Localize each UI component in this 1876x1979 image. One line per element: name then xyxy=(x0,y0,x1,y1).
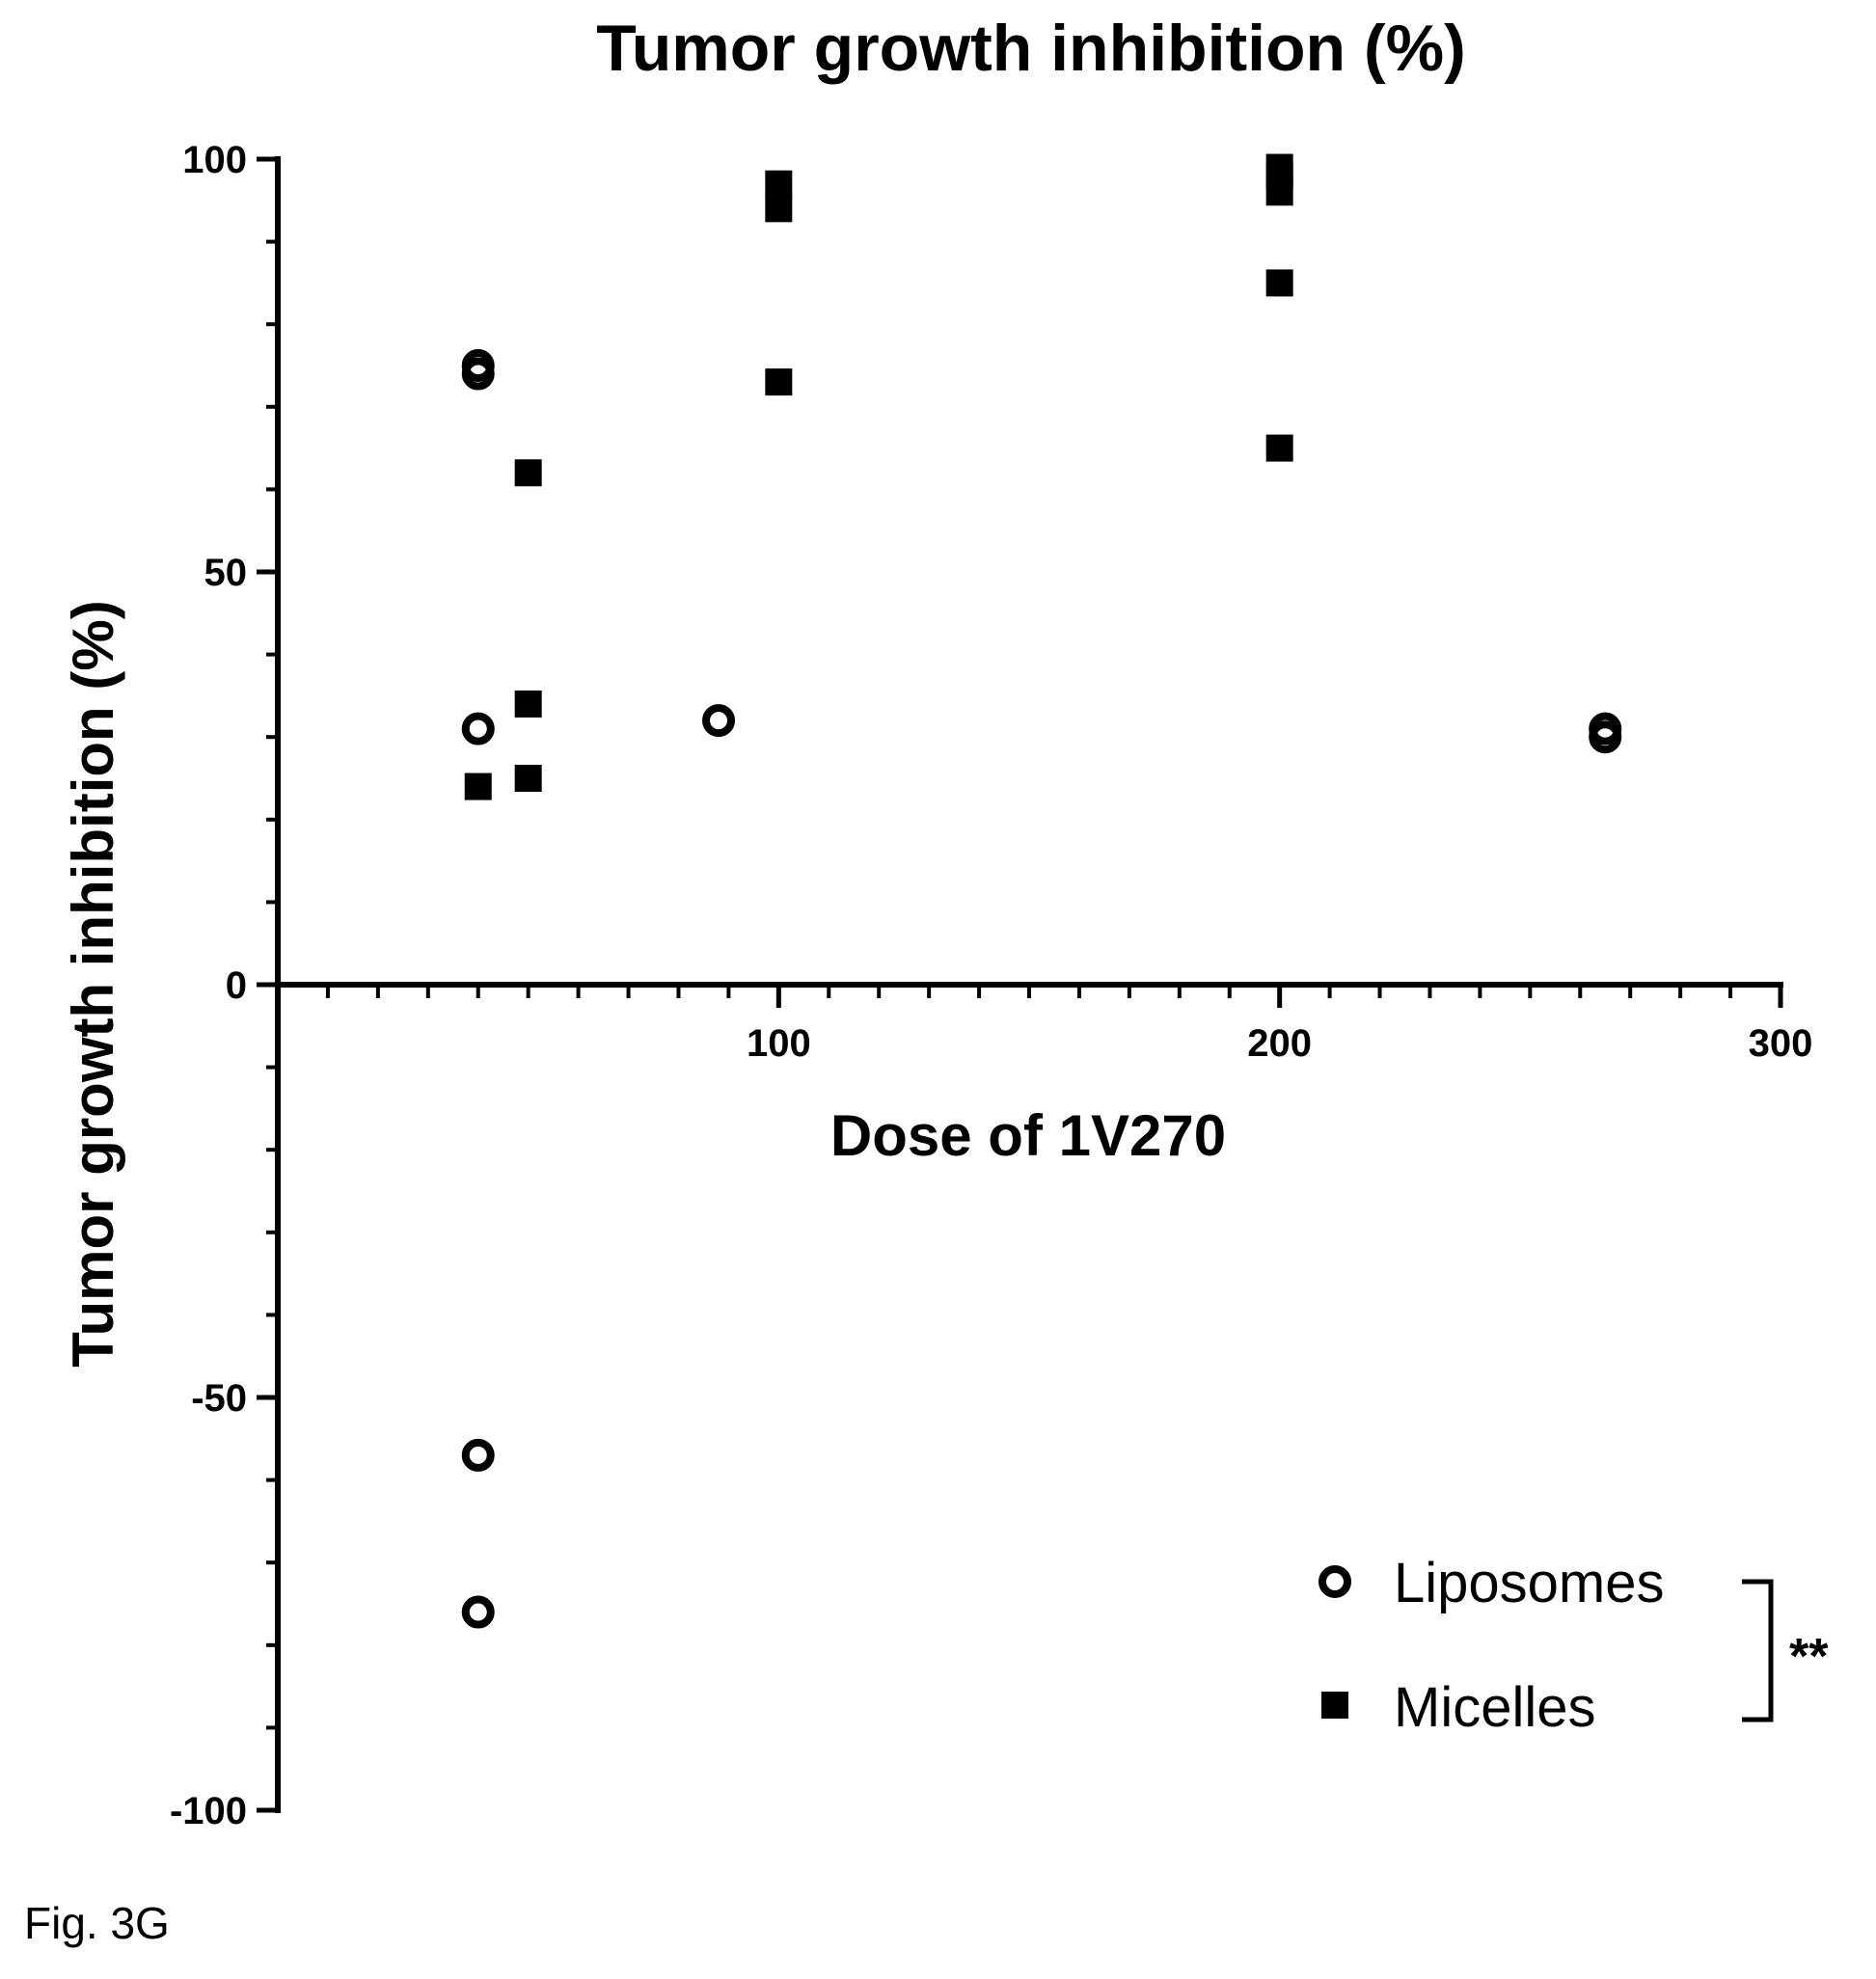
y-tick-label: -100 xyxy=(170,1790,247,1832)
data-point-micelles xyxy=(765,170,793,198)
data-point-liposomes xyxy=(461,1438,495,1472)
data-point-micelles xyxy=(765,368,793,396)
legend-label-liposomes: Liposomes xyxy=(1394,1552,1664,1614)
data-point-micelles xyxy=(464,773,492,800)
data-point-micelles xyxy=(1265,269,1293,297)
data-point-micelles xyxy=(514,765,542,792)
y-tick-label: 100 xyxy=(182,139,247,181)
y-axis-label: Tumor growth inhibition (%) xyxy=(61,600,125,1367)
data-point-liposomes xyxy=(702,704,736,738)
data-point-micelles xyxy=(514,459,542,487)
series-liposomes xyxy=(461,349,1622,1629)
data-point-micelles xyxy=(514,690,542,718)
chart-title: Tumor growth inhibition (%) xyxy=(596,12,1465,85)
y-tick-label: -50 xyxy=(191,1377,247,1420)
figure-label: Fig. 3G xyxy=(24,1898,170,1948)
axes: -100 -50 0 50 100 100 200 300 xyxy=(170,139,1812,1832)
data-point-liposomes xyxy=(461,1595,495,1629)
data-point-micelles xyxy=(765,195,793,223)
legend-label-micelles: Micelles xyxy=(1394,1676,1596,1739)
series-micelles xyxy=(464,153,1293,800)
data-points xyxy=(461,153,1622,1629)
x-tick-label: 300 xyxy=(1749,1022,1813,1065)
legend-marker-liposomes xyxy=(1319,1565,1351,1598)
x-tick-label: 200 xyxy=(1247,1022,1312,1065)
data-point-liposomes xyxy=(1589,720,1622,754)
legend-marker-micelles xyxy=(1321,1692,1348,1719)
data-point-liposomes xyxy=(461,712,495,746)
legend: Liposomes Micelles ** xyxy=(1319,1552,1829,1739)
data-point-micelles xyxy=(1265,434,1293,462)
x-ticks: 100 200 300 xyxy=(325,985,1813,1065)
data-point-micelles xyxy=(1265,178,1293,206)
y-tick-label: 50 xyxy=(204,552,248,594)
y-tick-label: 0 xyxy=(226,964,247,1007)
significance-bracket xyxy=(1742,1579,1774,1722)
y-ticks: -100 -50 0 50 100 xyxy=(170,139,278,1832)
x-tick-label: 100 xyxy=(747,1022,811,1065)
significance-annotation: ** xyxy=(1789,1629,1829,1685)
x-axis-label: Dose of 1V270 xyxy=(830,1103,1226,1168)
data-point-liposomes xyxy=(461,349,495,382)
